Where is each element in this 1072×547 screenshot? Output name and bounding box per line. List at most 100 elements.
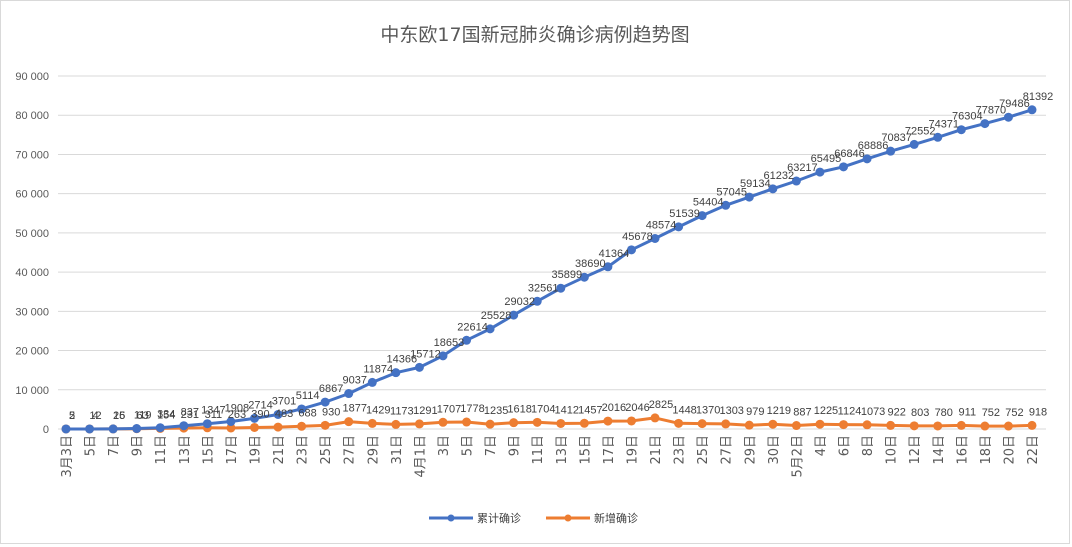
x-tick-label: 11日	[531, 435, 546, 465]
data-point-cumulative	[297, 404, 307, 414]
data-label-new: 803	[911, 407, 929, 419]
data-label-new: 922	[887, 406, 905, 418]
data-point-cumulative	[626, 245, 636, 255]
data-point-new	[839, 420, 849, 430]
data-point-new	[697, 419, 707, 429]
legend-marker-new	[564, 514, 572, 522]
y-axis: 0 10 000 20 000 30 000 40 000 50 000 60 000 70 …	[15, 71, 49, 436]
x-tick-label: 5月2日	[790, 435, 805, 478]
data-label-new: 1707	[437, 403, 461, 415]
data-label-cumulative: 66846	[834, 148, 865, 160]
data-label-new: 780	[935, 407, 953, 419]
grid-layer	[58, 75, 1046, 430]
legend-label-cumulative: 累计确诊	[477, 511, 521, 525]
y-tick-label: 0	[43, 424, 49, 436]
y-tick-label: 70 000	[15, 149, 49, 161]
data-label-cumulative: 2	[69, 410, 75, 422]
legend-marker-cumulative	[447, 514, 455, 522]
data-point-cumulative	[108, 424, 118, 434]
data-label-cumulative: 25	[113, 410, 125, 422]
data-point-new	[744, 420, 754, 430]
data-label-new: 930	[322, 406, 340, 418]
data-point-cumulative	[132, 424, 142, 434]
x-tick-label: 3日	[437, 435, 452, 456]
data-label-cumulative: 81392	[1023, 91, 1054, 103]
data-label-new: 2825	[649, 399, 673, 411]
data-label-new: 154	[157, 409, 175, 421]
data-point-new	[674, 418, 684, 428]
data-point-new	[485, 419, 495, 429]
x-tick-label: 17日	[602, 435, 617, 465]
series-layer	[61, 105, 1037, 434]
data-point-new	[344, 417, 354, 427]
legend[interactable]: 累计确诊 新增确诊	[429, 511, 638, 525]
y-tick-label: 80 000	[15, 110, 49, 122]
data-point-new	[862, 420, 872, 430]
x-tick-label: 4月1日	[413, 435, 428, 478]
legend-item-new[interactable]: 新增确诊	[546, 511, 638, 525]
data-label-cumulative: 59134	[740, 178, 771, 190]
x-tick-label: 18日	[979, 435, 994, 465]
data-point-new	[650, 413, 660, 423]
data-point-new	[1003, 421, 1013, 431]
data-point-cumulative	[485, 324, 495, 334]
x-tick-label: 25日	[696, 435, 711, 465]
data-point-new	[367, 418, 377, 428]
data-point-new	[815, 419, 825, 429]
data-label-cumulative: 334	[157, 409, 175, 421]
data-label-new: 1877	[342, 403, 366, 415]
data-label-new: 1235	[484, 405, 508, 417]
x-tick-label: 9日	[508, 435, 523, 456]
data-point-new	[414, 419, 424, 429]
data-point-cumulative	[650, 233, 660, 243]
data-label-new: 1412	[555, 404, 579, 416]
data-label-cumulative: 77870	[976, 105, 1007, 117]
data-label-new: 1618	[507, 404, 531, 416]
legend-item-cumulative[interactable]: 累计确诊	[429, 511, 521, 525]
data-label-cumulative: 14366	[387, 354, 418, 366]
y-tick-label: 30 000	[15, 306, 49, 318]
x-tick-label: 10日	[885, 435, 900, 465]
data-label-cumulative: 54404	[693, 197, 724, 209]
data-label-new: 979	[746, 406, 764, 418]
data-label-new: 4	[92, 410, 98, 422]
x-tick-label: 7日	[484, 435, 499, 456]
data-point-new	[297, 421, 307, 431]
data-point-new	[1027, 420, 1037, 430]
data-label-new: 483	[275, 408, 293, 420]
data-label-cumulative: 25528	[481, 310, 512, 322]
x-tick-label: 8日	[861, 435, 876, 456]
data-point-cumulative	[202, 419, 212, 429]
data-point-cumulative	[61, 424, 71, 434]
x-tick-label: 29日	[366, 435, 381, 465]
data-point-cumulative	[956, 125, 966, 135]
data-label-cumulative: 74371	[928, 118, 959, 130]
data-point-cumulative	[438, 351, 448, 361]
data-label-cumulative: 76304	[952, 111, 983, 123]
data-label-new: 1073	[861, 406, 885, 418]
data-point-new	[626, 416, 636, 426]
data-point-cumulative	[155, 423, 165, 433]
data-label-new: 263	[228, 409, 246, 421]
data-point-new	[721, 419, 731, 429]
data-label-new: 1370	[696, 405, 720, 417]
x-tick-label: 5日	[461, 435, 476, 456]
data-point-new	[249, 422, 259, 432]
data-label-new: 1429	[366, 404, 390, 416]
data-label-cumulative: 63217	[787, 162, 818, 174]
data-point-cumulative	[909, 139, 919, 149]
data-point-new	[791, 421, 801, 431]
data-label-cumulative: 61232	[764, 170, 795, 182]
data-label-new: 390	[251, 408, 269, 420]
data-point-cumulative	[273, 409, 283, 419]
data-label-cumulative: 11874	[363, 363, 393, 375]
data-point-cumulative	[933, 132, 943, 142]
data-point-new	[438, 417, 448, 427]
y-tick-label: 40 000	[15, 267, 49, 279]
data-label-new: 1225	[814, 405, 838, 417]
data-point-cumulative	[509, 310, 519, 320]
data-point-cumulative	[886, 146, 896, 156]
data-label-cumulative: 837	[181, 407, 199, 419]
data-point-cumulative	[85, 424, 95, 434]
data-point-cumulative	[556, 283, 566, 293]
